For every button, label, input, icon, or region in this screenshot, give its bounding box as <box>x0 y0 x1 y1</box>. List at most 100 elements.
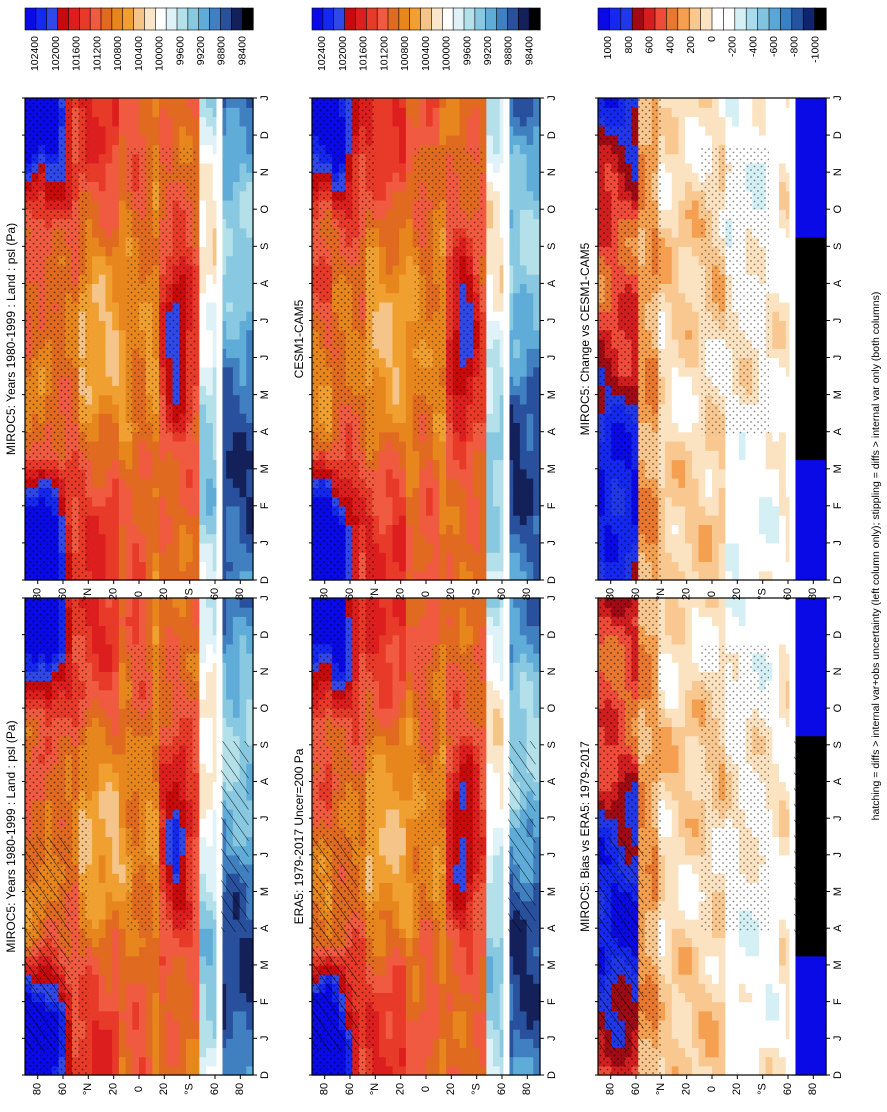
heatmap-cell <box>105 744 113 755</box>
heatmap-cell <box>226 717 234 728</box>
heatmap-cell <box>125 116 133 127</box>
heatmap-cell <box>145 524 154 535</box>
heatmap-cell <box>192 552 200 563</box>
heatmap-cell <box>372 946 380 957</box>
heatmap-cell <box>105 598 113 608</box>
heatmap-cell <box>192 413 200 424</box>
month-tick-label: J <box>259 1036 271 1042</box>
heatmap-cell <box>385 634 394 645</box>
heatmap-cell <box>85 450 93 461</box>
heatmap-cell <box>85 478 93 488</box>
month-tick-label: A <box>259 924 271 932</box>
heatmap-cell <box>206 413 214 424</box>
heatmap-cell <box>226 264 234 275</box>
heatmap-cell <box>112 431 120 442</box>
heatmap-cell <box>159 1029 167 1039</box>
heatmap-cell <box>206 928 214 938</box>
heatmap-cell <box>392 717 400 728</box>
heatmap-cell <box>118 1056 127 1067</box>
heatmap-cell <box>152 125 160 136</box>
heatmap-cell <box>199 496 207 507</box>
heatmap-cell <box>399 827 407 838</box>
heatmap-cell <box>85 616 93 627</box>
heatmap-cell <box>246 928 254 938</box>
heatmap-cell <box>385 955 394 966</box>
heatmap-cell <box>372 598 380 608</box>
heatmap-cell <box>226 292 234 303</box>
heatmap-cell <box>159 1047 167 1058</box>
heatmap-cell <box>112 781 120 792</box>
heatmap-cell <box>92 598 100 608</box>
heatmap-cell <box>246 845 254 856</box>
heatmap-cell <box>232 329 241 340</box>
heatmap-cell <box>85 708 93 718</box>
heatmap-cell <box>239 662 247 672</box>
heatmap-cell <box>459 598 467 608</box>
heatmap-cell <box>165 616 174 627</box>
heatmap-cell <box>219 616 227 627</box>
heatmap-cell <box>172 946 180 957</box>
heatmap-cell <box>379 607 387 617</box>
heatmap-cell <box>112 854 120 865</box>
heatmap-cell <box>192 992 200 1003</box>
heatmap-cell <box>379 808 387 819</box>
heatmap-cell <box>432 955 441 966</box>
heatmap-cell <box>385 1019 394 1030</box>
heatmap-cell <box>192 625 200 636</box>
heatmap-cell <box>206 763 214 773</box>
heatmap-cell <box>219 329 227 340</box>
heatmap-cell <box>232 144 241 155</box>
heatmap-cell <box>379 937 387 948</box>
heatmap-cell <box>206 98 214 108</box>
heatmap-cell <box>379 1001 387 1012</box>
heatmap-cell <box>105 199 113 210</box>
heatmap-cell <box>152 1056 160 1067</box>
heatmap-cell <box>219 698 227 709</box>
heatmap-cell <box>118 900 127 911</box>
heatmap-cell <box>405 900 414 911</box>
heatmap-cell <box>112 366 120 377</box>
heatmap-cell <box>139 450 147 461</box>
heatmap-cell <box>212 735 221 746</box>
heatmap-cell <box>179 135 187 145</box>
heatmap-cell <box>92 459 100 470</box>
heatmap-cell <box>132 533 140 544</box>
heatmap-cell <box>92 116 100 127</box>
heatmap-cell <box>426 928 434 938</box>
heatmap-cell <box>212 209 221 220</box>
heatmap-cell <box>185 459 194 470</box>
heatmap-cell <box>212 357 221 368</box>
heatmap-cell <box>246 227 254 238</box>
heatmap-cell <box>472 1029 481 1039</box>
heatmap-cell <box>206 919 214 929</box>
heatmap-cell <box>85 1029 93 1039</box>
heatmap-cell <box>98 107 107 118</box>
heatmap-cell <box>246 616 254 627</box>
heatmap-cell <box>185 983 194 994</box>
heatmap-cell <box>172 992 180 1003</box>
heatmap-cell <box>192 487 200 498</box>
heatmap-cell <box>192 292 200 303</box>
heatmap-cell <box>185 955 194 966</box>
heatmap-cell <box>118 413 127 424</box>
heatmap-cell <box>165 524 174 535</box>
heatmap-cell <box>212 772 221 783</box>
heatmap-cell <box>85 274 93 284</box>
heatmap-cell <box>118 311 127 322</box>
heatmap-cell <box>412 992 420 1003</box>
heatmap-cell <box>226 125 234 136</box>
heatmap-cell <box>206 662 214 672</box>
heatmap-cell <box>85 320 93 331</box>
heatmap-cell <box>85 827 93 838</box>
heatmap-cell <box>212 698 221 709</box>
heatmap-cell <box>98 218 107 229</box>
heatmap-cell <box>412 1010 420 1021</box>
heatmap-cell <box>139 1001 147 1012</box>
heatmap-cell <box>192 98 200 108</box>
colorbar-swatch <box>89 7 102 31</box>
heatmap-cell <box>239 515 247 525</box>
heatmap-cell <box>239 1029 247 1039</box>
heatmap-cell <box>118 422 127 433</box>
heatmap-cell <box>125 450 133 461</box>
heatmap-cell <box>206 561 214 572</box>
